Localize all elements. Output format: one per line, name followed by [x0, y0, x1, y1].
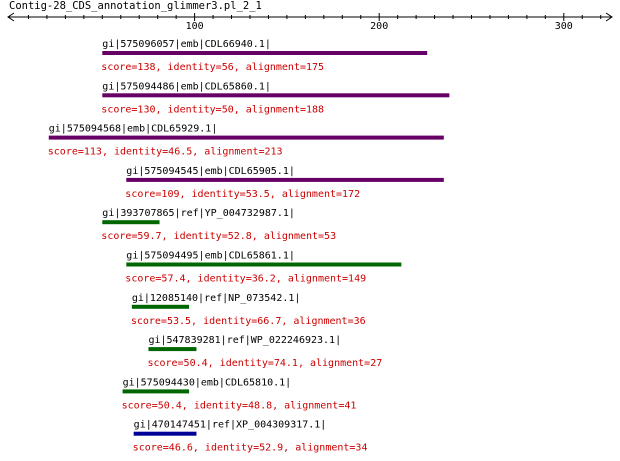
hit-id-label: gi|575096057|emb|CDL66940.1|	[102, 39, 271, 50]
hit-row[interactable]: gi|393707865|ref|YP_004732987.1| score=59…	[101, 208, 336, 242]
hit-id-label: gi|575094486|emb|CDL65860.1|	[102, 81, 271, 92]
hit-id-label: gi|575094430|emb|CDL65810.1|	[123, 377, 292, 388]
hit-stats-label: score=113, identity=46.5, alignment=213	[48, 147, 283, 158]
hit-stats-label: score=130, identity=50, alignment=188	[101, 104, 324, 115]
hit-alignment-bar[interactable]	[133, 431, 197, 436]
hit-row[interactable]: gi|575094486|emb|CDL65860.1| score=130, i…	[101, 81, 450, 115]
hit-alignment-bar[interactable]	[102, 220, 160, 225]
hit-stats-label: score=50.4, identity=74.1, alignment=27	[147, 358, 382, 369]
hit-id-label: gi|547839281|ref|WP_022246923.1|	[148, 335, 341, 346]
hit-stats-label: score=138, identity=56, alignment=175	[101, 62, 324, 73]
axis-tick-label: 100	[186, 21, 204, 32]
position-axis: 100 200 300	[7, 12, 613, 32]
hit-alignment-bar[interactable]	[126, 262, 402, 267]
hit-alignment-bar[interactable]	[48, 135, 444, 140]
hit-row[interactable]: gi|575094495|emb|CDL65861.1| score=57.4, …	[125, 251, 402, 285]
hit-stats-label: score=59.7, identity=52.8, alignment=53	[101, 231, 336, 242]
contig-title: Contig-28_CDS_annotation_glimmer3.pl_2_1	[9, 0, 262, 12]
hit-row[interactable]: gi|575096057|emb|CDL66940.1| score=138, i…	[101, 39, 428, 73]
hit-id-label: gi|575094495|emb|CDL65861.1|	[126, 251, 295, 262]
hit-alignment-bar[interactable]	[126, 177, 444, 182]
axis-arrow-right	[605, 12, 613, 22]
hit-stats-label: score=53.5, identity=66.7, alignment=36	[131, 316, 366, 327]
hit-alignment-bar[interactable]	[102, 51, 428, 55]
hit-id-label: gi|12085140|ref|NP_073542.1|	[132, 293, 301, 304]
hit-row[interactable]: gi|547839281|ref|WP_022246923.1| score=50…	[147, 335, 382, 369]
hit-alignment-bar[interactable]	[148, 347, 197, 352]
hit-alignment-bar[interactable]	[122, 389, 190, 394]
hit-row[interactable]: gi|575094545|emb|CDL65905.1| score=109, i…	[125, 166, 444, 200]
hit-id-label: gi|575094545|emb|CDL65905.1|	[126, 166, 295, 177]
hit-alignment-bar[interactable]	[131, 304, 190, 309]
hit-row[interactable]: gi|575094568|emb|CDL65929.1| score=113, i…	[48, 124, 444, 158]
hit-id-label: gi|393707865|ref|YP_004732987.1|	[102, 208, 295, 219]
hit-alignment-bar[interactable]	[102, 93, 450, 98]
hit-stats-label: score=109, identity=53.5, alignment=172	[125, 189, 360, 200]
axis-tick-label: 300	[555, 21, 573, 32]
hit-id-label: gi|470147451|ref|XP_004309317.1|	[134, 420, 327, 431]
hit-stats-label: score=50.4, identity=48.8, alignment=41	[122, 400, 357, 411]
hit-row[interactable]: gi|575094430|emb|CDL65810.1| score=50.4, …	[122, 377, 357, 411]
axis-tick-label: 200	[370, 21, 388, 32]
hit-id-label: gi|575094568|emb|CDL65929.1|	[49, 124, 218, 135]
hit-stats-label: score=46.6, identity=52.9, alignment=34	[133, 443, 368, 454]
hit-stats-label: score=57.4, identity=36.2, alignment=149	[125, 274, 366, 285]
hit-row[interactable]: gi|470147451|ref|XP_004309317.1| score=46…	[133, 420, 368, 454]
axis-arrow-left	[7, 12, 15, 22]
hit-list: gi|575096057|emb|CDL66940.1| score=138, i…	[48, 39, 450, 454]
hit-row[interactable]: gi|12085140|ref|NP_073542.1| score=53.5, …	[131, 293, 366, 327]
